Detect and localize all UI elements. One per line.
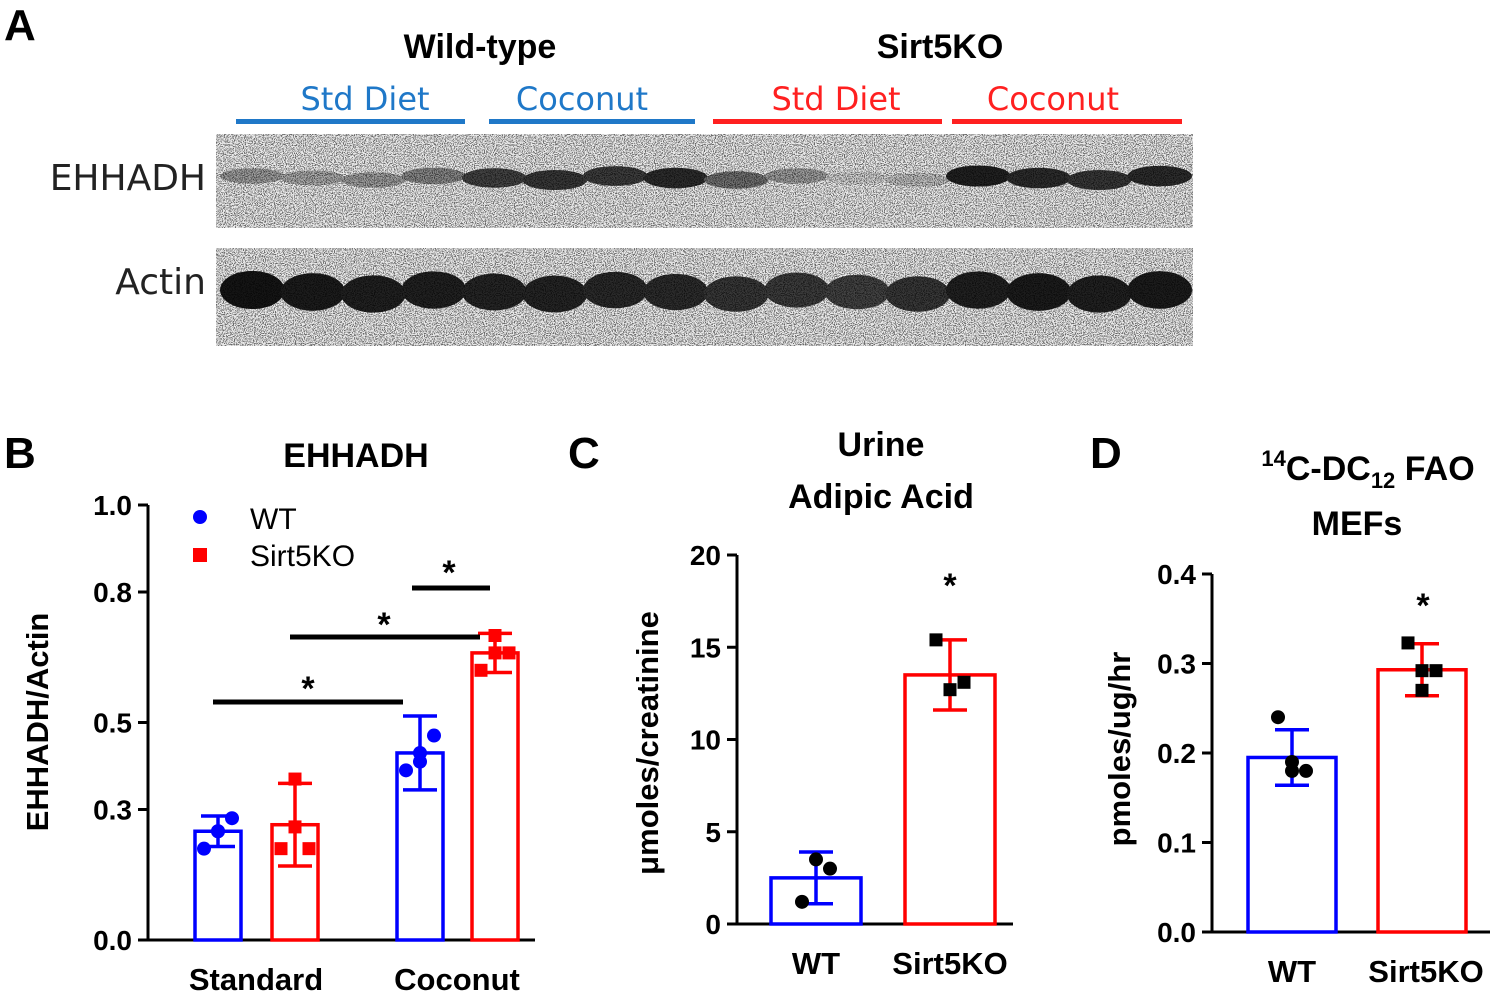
wt-std-diet-bracket — [236, 119, 465, 124]
chartD-bar-sirt5ko-sirt5ko-point-2 — [1429, 664, 1443, 678]
chartD-ytick-label-1: 0.1 — [1157, 828, 1196, 859]
chartD-bar-wt-wt-point-0 — [1271, 710, 1285, 725]
panel-c-letter: C — [568, 429, 600, 478]
chartD-bar-wt-wt — [1246, 755, 1338, 934]
chart-b-ylabel: EHHADH/Actin — [20, 613, 55, 832]
chartB-ytick-label-1: 0.3 — [93, 795, 132, 826]
chart-c-title-line1: Urine — [838, 426, 925, 464]
chartC-ytick-label-4: 20 — [690, 540, 721, 571]
chart-d-title-line1: 14C-DC12 FAO — [1261, 446, 1474, 493]
chart-c-ylabel: μmoles/creatinine — [630, 611, 665, 875]
chartC-ytick-label-2: 10 — [690, 725, 721, 756]
legend-wt-label: WT — [250, 503, 297, 536]
ehhadh-blot — [216, 134, 1193, 228]
chartB-xcat-label-0: Standard — [189, 962, 323, 997]
chartB-bar-wt-coconut-point-0 — [399, 763, 413, 778]
actin-blot-label: Actin — [115, 262, 206, 303]
chartD-sig-star-0: * — [1416, 587, 1430, 625]
ko-std-diet-label: Std Diet — [771, 80, 900, 118]
chartB-ytick-label-2: 0.5 — [93, 708, 132, 739]
chartC-sig-star-0: * — [943, 567, 957, 605]
chartB-bar-sirt5ko-standard-point-1 — [288, 820, 302, 834]
chartB-bar-wt-coconut-point-3 — [413, 745, 427, 760]
chart-c-title-line2: Adipic Acid — [788, 478, 974, 516]
chartC-ytick-label-1: 5 — [705, 817, 721, 848]
ko-coconut-label: Coconut — [987, 80, 1119, 118]
chartC-bar-sirt5ko-sirt5ko-point-0 — [929, 633, 943, 647]
chartB-bar-wt-standard-point-0 — [197, 841, 211, 856]
chartB-ytick-label-3: 0.8 — [93, 577, 132, 608]
ko-std-diet-bracket — [713, 119, 942, 124]
chartC-xcat-label-1: Sirt5KO — [892, 946, 1007, 981]
chartD-bar-wt-wt-point-2 — [1299, 763, 1313, 778]
chartD-bar-wt-wt-point-3 — [1285, 763, 1299, 778]
chartB-bar-sirt5ko-standard-point-3 — [288, 772, 302, 786]
chartB-ytick-label-4: 1.0 — [93, 490, 132, 521]
chartD-bar-sirt5ko-sirt5ko-point-1 — [1415, 664, 1429, 678]
chart-d-title-sup: 14 — [1261, 446, 1286, 471]
ehhadh-blot-label: EHHADH — [50, 158, 206, 199]
chart-d-title-rest: FAO — [1395, 450, 1474, 488]
ko-coconut-bracket — [952, 119, 1182, 124]
chart-d-title-sub: 12 — [1371, 468, 1395, 493]
chart-d-title-main: C-DC — [1286, 450, 1371, 488]
chartD-ytick-label-0: 0.0 — [1157, 917, 1196, 948]
chartD-ytick-label-4: 0.4 — [1157, 559, 1196, 590]
chartD-bar-sirt5ko-sirt5ko-point-3 — [1415, 683, 1429, 697]
chartB-bar-wt-standard-point-3 — [211, 824, 225, 839]
chartD-xcat-label-0: WT — [1268, 954, 1316, 989]
chartC-bar-wt-wt-point-1 — [809, 852, 823, 867]
chart-b: 0.0 0.3 0.5 0.8 1.0 Standard Coconut * * * — [93, 490, 535, 997]
chartB-bar-wt-standard-point-2 — [225, 811, 239, 826]
panel-d-letter: D — [1090, 429, 1122, 478]
chartC-bar-wt-wt-point-0 — [795, 894, 809, 909]
actin-blot — [216, 248, 1193, 346]
wt-coconut-label: Coconut — [516, 80, 648, 118]
chartD-ytick-label-3: 0.3 — [1157, 649, 1196, 680]
panel-a-letter: A — [4, 1, 36, 50]
legend-ko-label: Sirt5KO — [250, 540, 355, 573]
wt-coconut-bracket — [489, 119, 695, 124]
chartD-ytick-label-2: 0.2 — [1157, 738, 1196, 769]
chartB-bar-sirt5ko-coconut — [470, 651, 520, 942]
sirt5ko-heading: Sirt5KO — [877, 28, 1004, 66]
chartC-bar-sirt5ko-sirt5ko-point-1 — [943, 683, 957, 697]
chartD-bar-sirt5ko-sirt5ko — [1376, 668, 1468, 934]
chartC-bar-sirt5ko-sirt5ko — [903, 673, 997, 926]
chart-b-legend: WT Sirt5KO — [193, 503, 355, 573]
chartB-bar-sirt5ko-standard-point-2 — [302, 842, 316, 856]
chartB-bar-sirt5ko-coconut-point-1 — [488, 646, 502, 660]
chart-d-title-line2: MEFs — [1312, 505, 1403, 543]
legend-ko-marker — [193, 548, 207, 562]
chartB-sig-star-0: * — [301, 670, 315, 708]
panel-b-letter: B — [4, 429, 36, 478]
chart-d-ylabel: pmoles/ug/hr — [1102, 652, 1137, 847]
chartB-ytick-label-0: 0.0 — [93, 925, 132, 956]
chartB-xcat-label-1: Coconut — [394, 962, 520, 997]
chartC-bar-wt-wt-point-2 — [823, 861, 837, 876]
chartB-bar-sirt5ko-standard-point-0 — [274, 842, 288, 856]
chartB-bar-wt-coconut-point-2 — [427, 728, 441, 743]
chartB-sig-star-2: * — [442, 554, 456, 592]
chart-c: 0 5 10 15 20 WT Sirt5KO * — [690, 540, 1013, 981]
chartB-sig-star-1: * — [377, 606, 391, 644]
wild-type-heading: Wild-type — [404, 28, 557, 66]
chartC-bar-sirt5ko-sirt5ko-point-2 — [957, 675, 971, 689]
chartD-bar-sirt5ko-sirt5ko-point-0 — [1401, 636, 1415, 650]
chart-d: 0.0 0.1 0.2 0.3 0.4 WT Sirt5KO * — [1157, 559, 1490, 989]
legend-wt-marker — [193, 510, 207, 524]
chart-b-title: EHHADH — [283, 437, 428, 475]
chartC-xcat-label-0: WT — [792, 946, 840, 981]
chartB-bar-sirt5ko-coconut-point-3 — [488, 629, 502, 642]
chartB-bar-sirt5ko-coconut-point-0 — [474, 663, 488, 677]
chartC-ytick-label-0: 0 — [705, 909, 721, 940]
chartD-xcat-label-1: Sirt5KO — [1368, 954, 1483, 989]
chartB-bar-sirt5ko-coconut-point-2 — [502, 646, 516, 660]
wt-std-diet-label: Std Diet — [300, 80, 429, 118]
chartC-ytick-label-3: 15 — [690, 632, 721, 663]
